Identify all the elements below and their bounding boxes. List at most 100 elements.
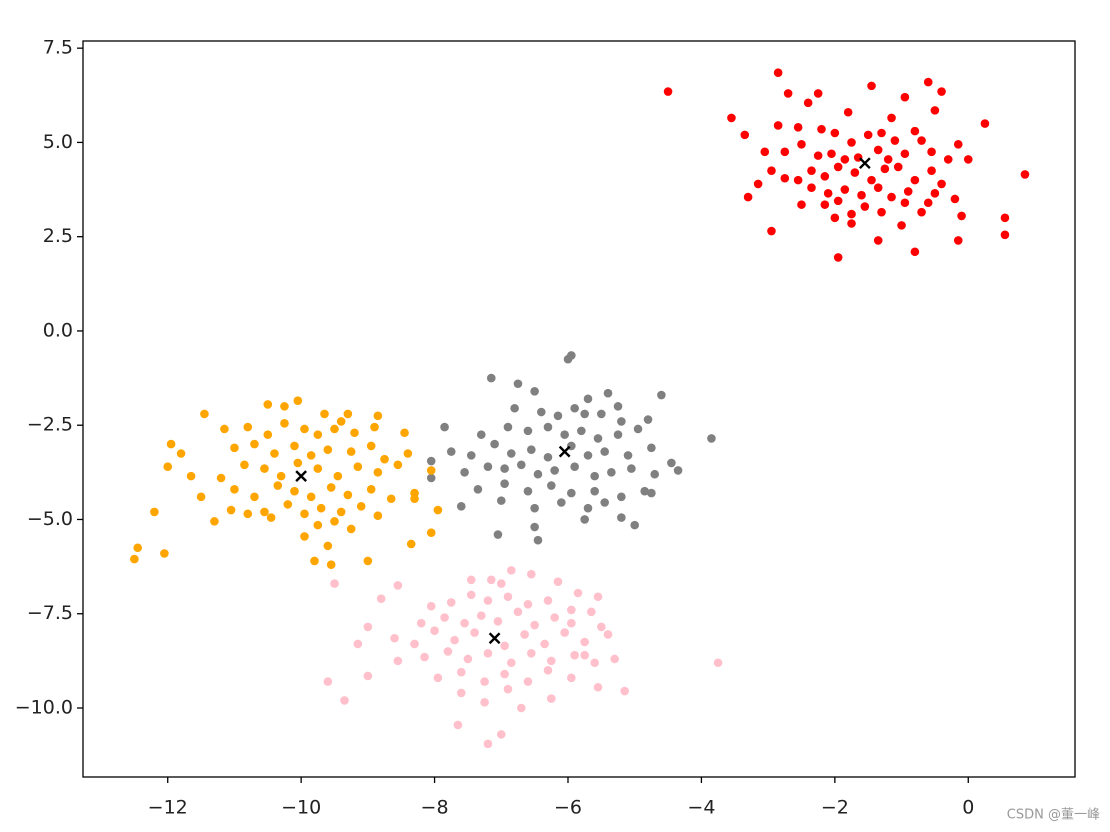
point: [593, 682, 603, 692]
y-tick-label: 2.5: [43, 225, 73, 247]
point: [767, 226, 776, 236]
point: [280, 402, 289, 411]
point: [587, 607, 596, 617]
point: [373, 511, 383, 521]
point: [523, 426, 533, 436]
point: [393, 581, 403, 590]
point: [830, 128, 840, 138]
point: [590, 658, 599, 668]
point: [523, 677, 533, 686]
point: [830, 213, 840, 223]
point: [330, 424, 339, 434]
point: [506, 658, 516, 668]
point: [456, 501, 466, 511]
point: [953, 140, 963, 149]
point: [400, 428, 409, 438]
point: [273, 481, 283, 490]
point: [930, 106, 940, 115]
y-tick-label: 7.5: [43, 37, 73, 59]
point: [773, 121, 783, 130]
point: [827, 149, 836, 159]
point: [623, 451, 633, 460]
point: [740, 130, 750, 140]
point: [470, 628, 479, 637]
point: [343, 409, 353, 419]
point: [583, 394, 593, 404]
point: [563, 354, 573, 364]
point: [783, 89, 793, 98]
point: [953, 236, 963, 245]
point: [466, 451, 476, 460]
point: [293, 396, 303, 406]
point: [597, 409, 606, 419]
point: [306, 451, 316, 460]
point: [290, 486, 299, 496]
point: [543, 596, 553, 605]
point: [520, 630, 529, 639]
point: [817, 124, 826, 134]
point: [547, 656, 556, 666]
point: [280, 419, 289, 428]
point: [513, 379, 523, 389]
point: [456, 688, 466, 698]
point: [510, 403, 519, 413]
y-tick-label: −2.5: [27, 414, 73, 436]
point: [163, 462, 173, 471]
point: [560, 430, 569, 439]
point: [476, 611, 486, 620]
point: [333, 471, 343, 481]
point: [630, 520, 640, 530]
point: [567, 488, 576, 498]
point: [496, 579, 506, 588]
point: [867, 175, 876, 185]
point: [873, 183, 883, 192]
point: [767, 166, 776, 176]
point: [316, 503, 326, 513]
point: [1000, 213, 1010, 223]
point: [410, 494, 419, 504]
point: [230, 443, 239, 453]
point: [847, 138, 856, 147]
point: [516, 460, 526, 470]
point: [326, 483, 336, 492]
point: [430, 626, 439, 636]
point: [366, 441, 376, 451]
x-tick-label: −2: [821, 797, 849, 819]
point: [780, 173, 790, 183]
point: [580, 409, 589, 419]
point: [887, 192, 896, 202]
point: [820, 172, 830, 181]
point: [533, 469, 543, 479]
point: [500, 464, 509, 473]
point: [426, 473, 436, 483]
point: [323, 541, 333, 551]
point: [963, 155, 973, 164]
point: [910, 175, 920, 185]
point: [393, 656, 403, 666]
point: [797, 140, 806, 149]
point: [486, 373, 496, 383]
point: [537, 407, 546, 417]
point: [200, 409, 209, 419]
point: [580, 637, 589, 647]
point: [927, 166, 936, 176]
x-tick-label: 0: [962, 797, 974, 819]
point: [823, 189, 833, 198]
point: [363, 671, 373, 681]
point: [343, 490, 353, 500]
point: [863, 130, 873, 140]
point: [753, 179, 763, 189]
point: [530, 386, 539, 396]
point: [553, 411, 563, 421]
x-tick-label: −6: [554, 797, 582, 819]
point: [820, 200, 830, 209]
point: [773, 68, 783, 77]
point: [590, 471, 599, 481]
point: [460, 468, 469, 477]
point: [373, 411, 383, 421]
point: [176, 449, 186, 458]
point: [506, 449, 516, 458]
point: [760, 147, 770, 157]
point: [980, 119, 990, 128]
point: [793, 123, 803, 132]
